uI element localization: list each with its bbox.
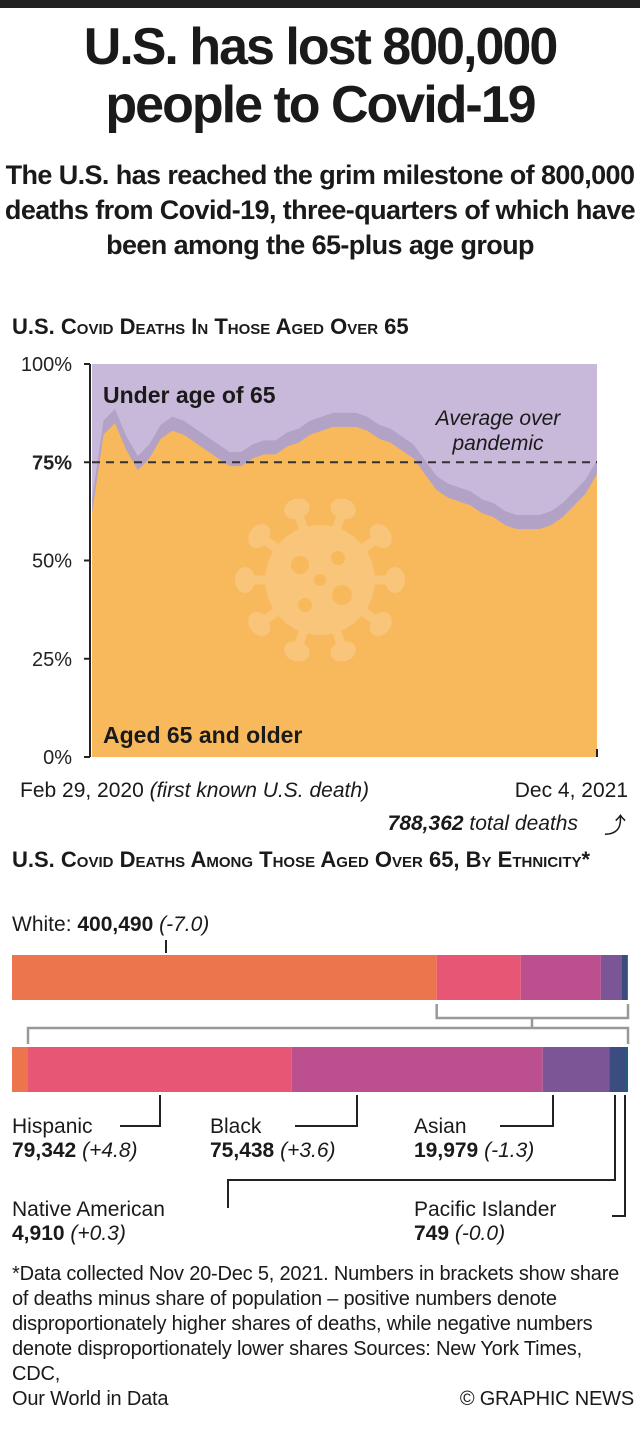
- bar-chart-title: U.S. Covid Deaths Among Those Aged Over …: [12, 847, 591, 872]
- page-title: U.S. has lost 800,000 people to Covid-19: [83, 18, 559, 134]
- average-label: Average over: [434, 407, 562, 430]
- label-native-american: Native American 4,910 (+0.3): [12, 1198, 165, 1245]
- bar2-segment-black: [291, 1047, 543, 1092]
- bar-segment-white: [12, 955, 437, 1000]
- bar2-segment-native-american: [609, 1047, 626, 1092]
- bracket-bottom: [26, 1018, 630, 1044]
- label-pacific-islander: Pacific Islander 749 (-0.0): [414, 1198, 557, 1245]
- bar-segment-hispanic: [436, 955, 521, 1000]
- credit: © GRAPHIC NEWS: [459, 1388, 634, 1410]
- x-start-label: Feb 29, 2020 (first known U.S. death): [20, 779, 370, 802]
- black-leader: [295, 1095, 358, 1127]
- bar2-segment-asian: [542, 1047, 610, 1092]
- virus-spike-tip: [284, 641, 310, 662]
- virus-spike-tip: [330, 498, 356, 519]
- virus-spike-tip: [369, 612, 392, 637]
- virus-spike-tip: [385, 567, 405, 593]
- virus-spike-tip: [284, 498, 310, 519]
- label-white: White: 400,490 (-7.0): [12, 913, 210, 936]
- virus-spot: [314, 574, 326, 586]
- pacific-leader: [612, 1095, 626, 1217]
- bar-segment-black: [520, 955, 601, 1000]
- label-hispanic: Hispanic 79,342 (+4.8): [12, 1115, 138, 1162]
- y-tick-label: 75%: [32, 452, 72, 474]
- virus-spot: [298, 598, 312, 612]
- aged-65-label: Aged 65 and older: [103, 722, 302, 748]
- label-black: Black 75,438 (+3.6): [210, 1115, 336, 1162]
- virus-spot: [332, 585, 352, 605]
- area-chart: 0% 25% 50% 75% 100% Under age of 65 Aged 65 an…: [21, 354, 598, 769]
- virus-spike-tip: [248, 612, 271, 637]
- under-65-label: Under age of 65: [103, 382, 276, 408]
- y-tick-label: 25%: [32, 649, 72, 671]
- x-end-label: Dec 4, 2021: [514, 779, 628, 802]
- virus-spike-tip: [248, 523, 271, 548]
- bar-chart: [12, 940, 630, 1217]
- virus-spot: [331, 551, 345, 565]
- footnote: *Data collected Nov 20-Dec 5, 2021. Numb…: [12, 1263, 634, 1410]
- native-leader: [227, 1095, 616, 1208]
- hispanic-leader: [120, 1095, 161, 1127]
- bar-segment-asian: [600, 955, 622, 1000]
- area-chart-title: U.S. Covid Deaths In Those Aged Over 65: [12, 314, 409, 339]
- y-tick-label: 50%: [32, 551, 72, 573]
- bar2-segment-white-sliver: [12, 1047, 28, 1092]
- white-pointer: [165, 940, 167, 953]
- bar-segment-native-american: [621, 955, 628, 1000]
- virus-spike-tip: [369, 523, 392, 548]
- y-tick-label: 0%: [43, 747, 72, 769]
- bracket-top: [435, 1004, 630, 1020]
- label-asian: Asian 19,979 (-1.3): [414, 1115, 535, 1162]
- top-rule: [0, 0, 640, 8]
- total-deaths: 788,362 total deaths: [387, 812, 578, 835]
- virus-spike-tip: [235, 567, 255, 593]
- subtitle: The U.S. has reached the grim milestone …: [4, 160, 636, 260]
- virus-spot: [291, 556, 309, 574]
- average-label: pandemic: [451, 432, 544, 455]
- virus-spike-tip: [330, 641, 356, 662]
- bar2-segment-hispanic: [28, 1047, 292, 1092]
- curved-arrow-icon: ⤴: [604, 813, 627, 838]
- asian-leader: [500, 1095, 554, 1127]
- bar2-segment-pacific-islander: [625, 1047, 628, 1092]
- bar-segment-pacific-islander: [627, 955, 628, 1000]
- y-tick-label: 100%: [21, 354, 72, 376]
